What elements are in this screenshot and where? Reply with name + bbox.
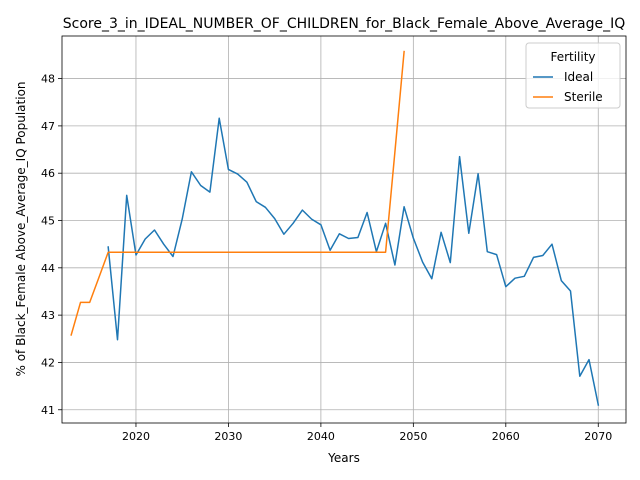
x-tick-label: 2050 (399, 430, 427, 443)
x-tick-label: 2040 (307, 430, 335, 443)
x-axis-ticks: 2020 2030 2040 2050 2060 2070 (122, 423, 612, 443)
y-tick-label: 48 (41, 73, 55, 86)
legend-label-ideal: Ideal (564, 70, 593, 84)
y-tick-label: 46 (41, 167, 55, 180)
legend-title: Fertility (550, 50, 595, 64)
legend: Fertility Ideal Sterile (525, 42, 621, 109)
legend-label-sterile: Sterile (564, 90, 603, 104)
plot-area-series (70, 50, 600, 406)
x-tick-label: 2020 (122, 430, 150, 443)
chart-title: Score_3_in_IDEAL_NUMBER_OF_CHILDREN_for_… (63, 16, 625, 32)
y-tick-label: 45 (41, 215, 55, 228)
y-tick-label: 41 (41, 404, 55, 417)
y-axis-label: % of Black_Female Above_Average_IQ Popul… (14, 81, 28, 376)
x-tick-label: 2070 (584, 430, 612, 443)
series-line-sterile (70, 50, 405, 336)
y-tick-label: 47 (41, 120, 55, 133)
legend-items: Ideal Sterile (533, 70, 603, 104)
grid-lines (62, 36, 626, 423)
x-tick-label: 2060 (492, 430, 520, 443)
y-tick-label: 44 (41, 262, 55, 275)
y-tick-label: 43 (41, 309, 55, 322)
x-axis-label: Years (327, 451, 360, 465)
y-axis-ticks: 41 42 43 44 45 46 47 48 (41, 73, 62, 417)
axes-frame (61, 35, 627, 424)
y-tick-label: 42 (41, 356, 55, 369)
legend-box (525, 42, 621, 109)
x-tick-label: 2030 (214, 430, 242, 443)
series-line-ideal (107, 117, 600, 406)
